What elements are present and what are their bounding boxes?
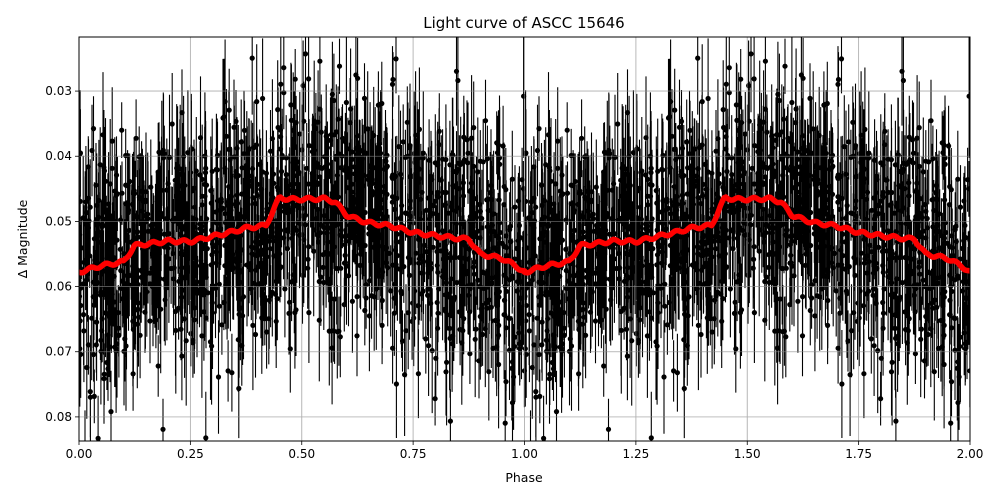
binned-mean-curve [79, 194, 970, 276]
y-tick-label: 0.05 [45, 214, 72, 228]
x-tick-label: 1.25 [623, 447, 650, 461]
x-tick-label: 0.00 [66, 447, 93, 461]
x-axis-ticks: 0.00 0.25 0.50 0.75 1.00 1.25 1.50 1.75 2.00 [66, 441, 984, 461]
x-tick-label: 2.00 [957, 447, 984, 461]
y-tick-label: 0.04 [45, 149, 72, 163]
x-tick-label: 0.75 [400, 447, 427, 461]
x-tick-label: 0.50 [288, 447, 315, 461]
x-tick-label: 1.00 [511, 447, 538, 461]
y-tick-label: 0.08 [45, 410, 72, 424]
x-tick-label: 1.50 [734, 447, 761, 461]
y-axis-ticks: 0.03 0.04 0.05 0.06 0.07 0.08 [45, 84, 79, 424]
y-tick-label: 0.03 [45, 84, 72, 98]
y-tick-label: 0.06 [45, 280, 72, 294]
observation-points [79, 37, 970, 441]
x-tick-label: 0.25 [177, 447, 204, 461]
y-axis-label: Δ Magnitude [15, 199, 30, 278]
chart-title: Light curve of ASCC 15646 [423, 14, 624, 32]
y-tick-label: 0.07 [45, 345, 72, 359]
x-tick-label: 1.75 [845, 447, 872, 461]
x-axis-label: Phase [505, 470, 543, 485]
